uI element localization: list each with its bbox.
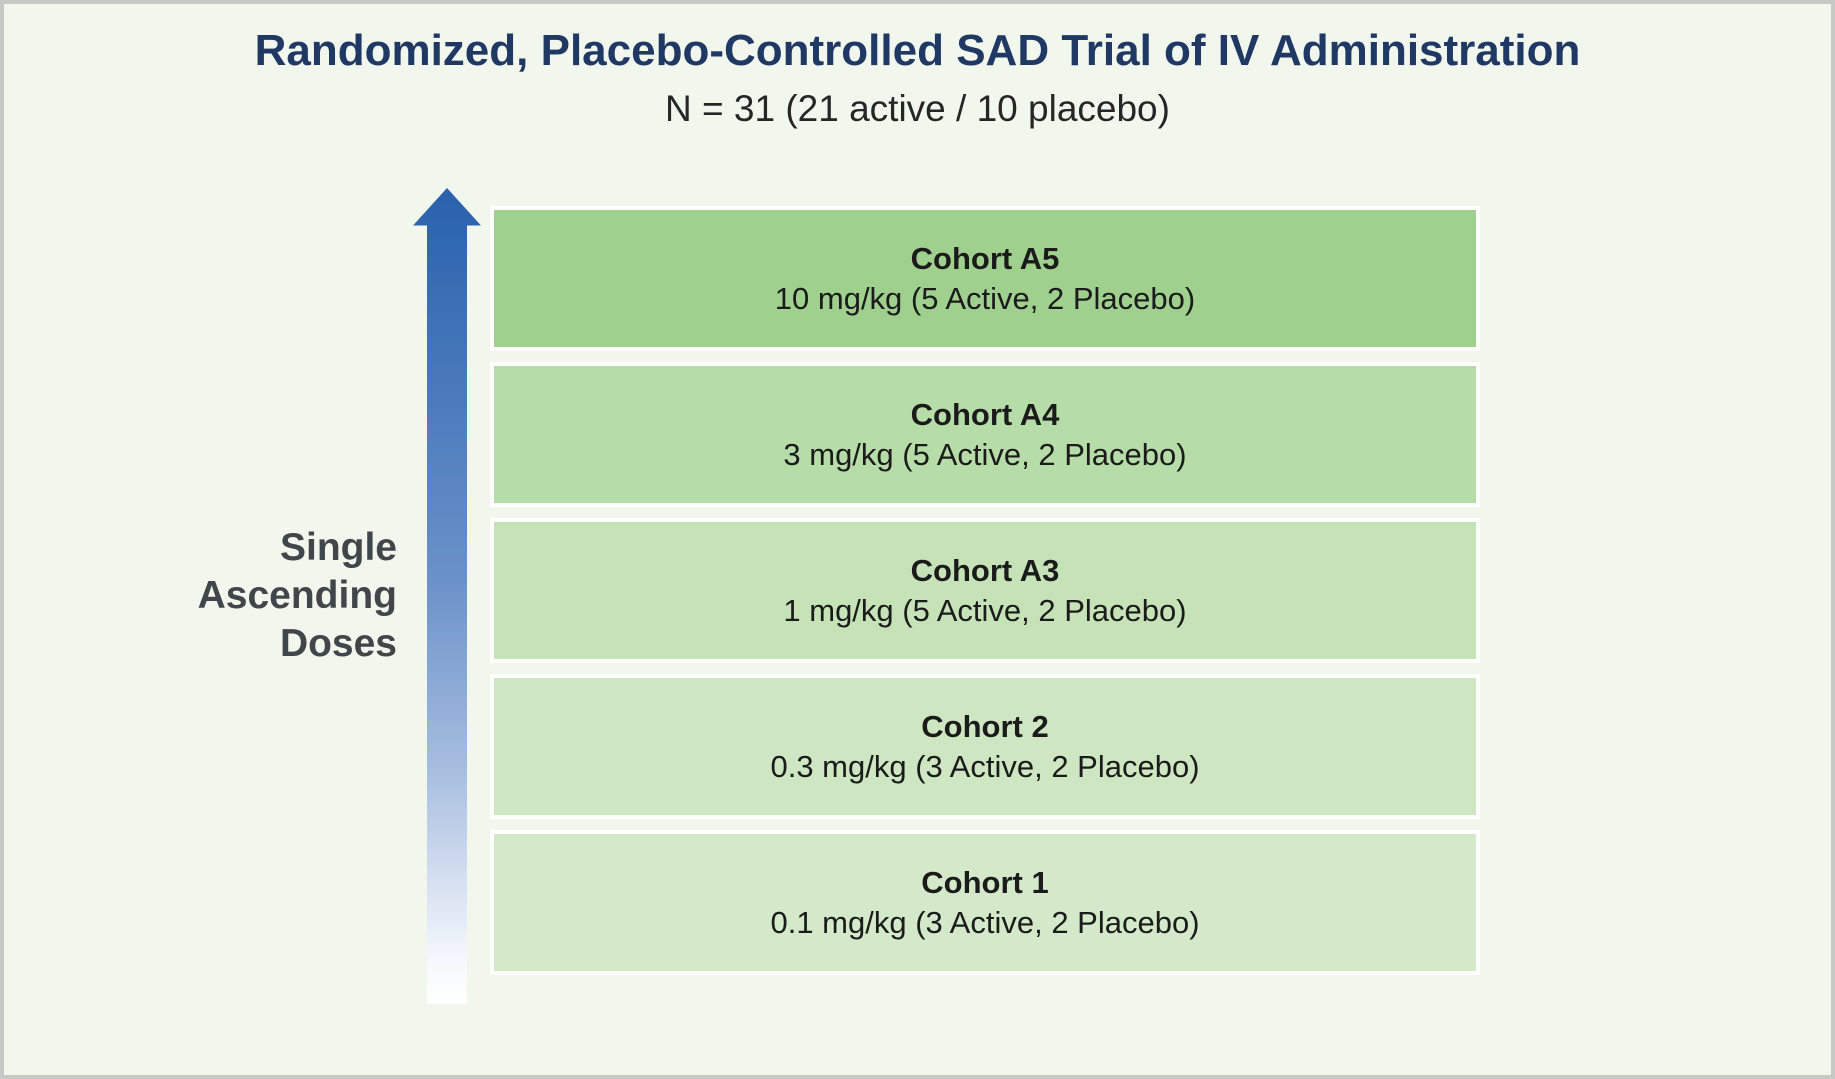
cohort-dose: 3 mg/kg (5 Active, 2 Placebo) [783,436,1187,472]
cohort-stack: Cohort A5 10 mg/kg (5 Active, 2 Placebo)… [490,206,1480,975]
cohort-box-2: Cohort 2 0.3 mg/kg (3 Active, 2 Placebo) [490,674,1480,819]
side-label-line: Ascending [197,574,397,617]
figure-title: Randomized, Placebo-Controlled SAD Trial… [254,26,1581,75]
cohort-box-a4: Cohort A4 3 mg/kg (5 Active, 2 Placebo) [490,362,1480,507]
up-arrow-icon [413,188,481,1004]
side-label-line: Doses [279,622,397,665]
figure-subtitle: N = 31 (21 active / 10 placebo) [665,88,1170,129]
cohort-box-a3: Cohort A3 1 mg/kg (5 Active, 2 Placebo) [490,518,1480,663]
cohort-name: Cohort A5 [910,240,1060,276]
cohort-box-a5: Cohort A5 10 mg/kg (5 Active, 2 Placebo) [490,206,1480,351]
cohort-dose: 1 mg/kg (5 Active, 2 Placebo) [783,592,1187,628]
cohort-name: Cohort 2 [921,708,1049,744]
cohort-box-1: Cohort 1 0.1 mg/kg (3 Active, 2 Placebo) [490,830,1480,975]
cohort-dose: 0.1 mg/kg (3 Active, 2 Placebo) [770,904,1200,940]
single-ascending-doses-label: Single Ascending Doses [104,524,397,668]
cohort-name: Cohort A3 [910,552,1060,588]
cohort-dose: 0.3 mg/kg (3 Active, 2 Placebo) [770,748,1200,784]
cohort-name: Cohort A4 [910,396,1060,432]
cohort-name: Cohort 1 [921,864,1049,900]
cohort-dose: 10 mg/kg (5 Active, 2 Placebo) [774,280,1196,316]
side-label-line: Single [279,526,397,569]
